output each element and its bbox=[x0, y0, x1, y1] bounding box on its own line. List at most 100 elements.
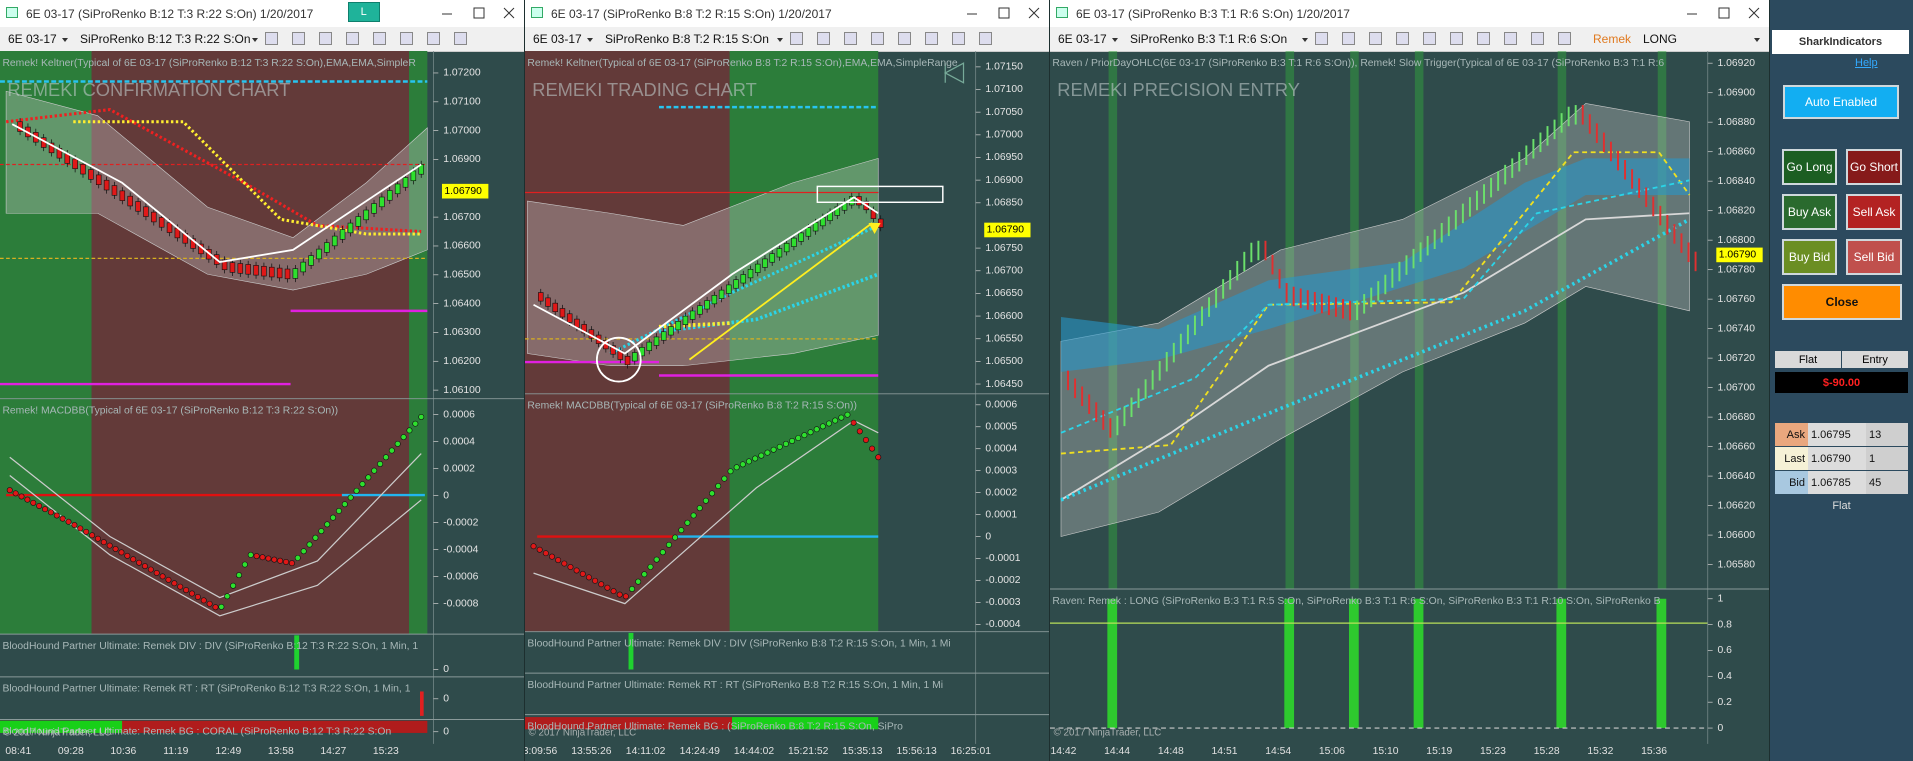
candle bbox=[229, 262, 236, 273]
tool-icon[interactable] bbox=[925, 32, 938, 45]
sell-ask-button[interactable]: Sell Ask bbox=[1846, 194, 1902, 230]
tool-icon[interactable] bbox=[1531, 32, 1544, 45]
candle bbox=[355, 216, 362, 227]
panel-label: BloodHound Partner Ultimate: Remek DIV :… bbox=[527, 639, 950, 650]
candle bbox=[269, 266, 275, 278]
sell-bid-button[interactable]: Sell Bid bbox=[1846, 239, 1902, 275]
candle bbox=[689, 310, 696, 320]
quote-cell: Bid bbox=[1775, 471, 1808, 494]
instrument-select[interactable]: 6E 03-17 bbox=[533, 32, 582, 46]
go-short-button[interactable]: Go Short bbox=[1846, 149, 1902, 185]
tool-icon[interactable] bbox=[817, 32, 830, 45]
close[interactable] bbox=[1748, 7, 1760, 19]
close[interactable] bbox=[1028, 7, 1040, 19]
tool-icon[interactable] bbox=[1504, 32, 1517, 45]
title-bar: 6E 03-17 (SiProRenko B:8 T:2 R:15 S:On) … bbox=[525, 0, 1049, 27]
buy-bid-button[interactable]: Buy Bid bbox=[1782, 239, 1837, 275]
tool-icon[interactable] bbox=[454, 32, 467, 45]
x-tick-label: 08:41 bbox=[5, 746, 31, 757]
x-tick-label: 15:19 bbox=[1426, 746, 1452, 757]
y-tick-label: 1.06600 bbox=[985, 311, 1023, 322]
tool-icon[interactable] bbox=[790, 32, 803, 45]
macd-dot bbox=[819, 423, 826, 430]
position-select[interactable]: LONG bbox=[1643, 32, 1678, 46]
macd-dot bbox=[807, 429, 814, 436]
tool-icon[interactable] bbox=[844, 32, 857, 45]
link-badge[interactable]: L bbox=[347, 2, 380, 22]
instrument-select[interactable]: 6E 03-17 bbox=[1058, 32, 1107, 46]
panel-label: BloodHound Partner Ultimate: Remek RT : … bbox=[527, 680, 943, 691]
tool-icon[interactable] bbox=[319, 32, 332, 45]
bg-strip bbox=[0, 720, 123, 733]
maximize[interactable] bbox=[473, 7, 485, 19]
price-marker: 1.06790 bbox=[1719, 250, 1757, 261]
candle bbox=[733, 279, 739, 289]
macd-dot bbox=[324, 521, 331, 528]
tool-icon[interactable] bbox=[427, 32, 440, 45]
series-select[interactable]: SiProRenko B:12 T:3 R:22 S:On bbox=[80, 32, 251, 46]
macd-dot bbox=[727, 468, 734, 475]
tool-icon[interactable] bbox=[898, 32, 911, 45]
y-tick-label: 0.0004 bbox=[985, 443, 1017, 454]
macd-dot bbox=[400, 434, 407, 441]
series-select[interactable]: SiProRenko B:8 T:2 R:15 S:On bbox=[605, 32, 769, 46]
tool-icon[interactable] bbox=[1369, 32, 1382, 45]
candle bbox=[704, 300, 710, 310]
macd-dot bbox=[118, 549, 125, 556]
candle bbox=[276, 267, 283, 279]
panel-label: Raven / PriorDayOHLC(6E 03-17 (SiProRenk… bbox=[1052, 58, 1664, 69]
tool-icon[interactable] bbox=[1477, 32, 1490, 45]
tool-icon[interactable] bbox=[1450, 32, 1463, 45]
maximize[interactable] bbox=[1718, 7, 1730, 19]
tool-icon[interactable] bbox=[373, 32, 386, 45]
help-link[interactable]: Help bbox=[1855, 57, 1878, 69]
x-tick-label: 14:24:49 bbox=[680, 746, 721, 757]
tool-icon[interactable] bbox=[1423, 32, 1436, 45]
tool-icon[interactable] bbox=[346, 32, 359, 45]
candle bbox=[566, 313, 573, 323]
y-tick-label: 1.06600 bbox=[443, 241, 481, 252]
buy-ask-button[interactable]: Buy Ask bbox=[1782, 194, 1837, 230]
tool-icon[interactable] bbox=[1315, 32, 1328, 45]
macd-dot bbox=[277, 557, 284, 564]
series-select[interactable]: SiProRenko B:3 T:1 R:6 S:On bbox=[1130, 32, 1288, 46]
tool-icon[interactable] bbox=[979, 32, 992, 45]
macd-dot bbox=[89, 532, 96, 539]
macd-dot bbox=[124, 552, 131, 559]
macd-dot bbox=[862, 436, 869, 443]
macd-dot bbox=[53, 512, 60, 519]
candle bbox=[754, 263, 761, 273]
macd-dot bbox=[136, 559, 143, 566]
quote-cell: Last bbox=[1775, 447, 1808, 470]
maximize[interactable] bbox=[998, 7, 1010, 19]
tool-icon[interactable] bbox=[952, 32, 965, 45]
macd-dot bbox=[715, 483, 722, 490]
tool-icon[interactable] bbox=[871, 32, 884, 45]
go-long-button[interactable]: Go Long bbox=[1782, 149, 1837, 185]
close-button[interactable]: Close bbox=[1782, 284, 1902, 320]
x-tick-label: 14:11:02 bbox=[626, 746, 666, 757]
side-panel: SharkIndicators Help Auto Enabled Go Lon… bbox=[1770, 0, 1913, 761]
tool-icon[interactable] bbox=[1558, 32, 1571, 45]
instrument-select[interactable]: 6E 03-17 bbox=[8, 32, 57, 46]
tool-icon[interactable] bbox=[265, 32, 278, 45]
panel-label: Remek! MACDBB(Typical of 6E 03-17 (SiPro… bbox=[527, 401, 856, 412]
close[interactable] bbox=[503, 7, 515, 19]
tool-icon[interactable] bbox=[292, 32, 305, 45]
macd-dot bbox=[236, 572, 242, 579]
macd-dot bbox=[42, 506, 49, 513]
candle bbox=[410, 170, 417, 182]
auto-button[interactable]: Auto Enabled bbox=[1783, 85, 1899, 119]
macd-dot bbox=[194, 593, 201, 600]
highlight-box bbox=[816, 185, 944, 204]
tool-icon[interactable] bbox=[1396, 32, 1409, 45]
candle bbox=[646, 341, 652, 351]
bg-region bbox=[409, 51, 428, 635]
toolbar: 6E 03-17 SiProRenko B:3 T:1 R:6 S:On Remek… bbox=[1050, 27, 1769, 52]
macd-dot bbox=[83, 528, 90, 535]
tool-icon[interactable] bbox=[1342, 32, 1355, 45]
y-tick-label: 1.06860 bbox=[1718, 146, 1756, 157]
candle bbox=[812, 222, 819, 232]
tool-icon[interactable] bbox=[400, 32, 413, 45]
macd-dot bbox=[353, 487, 360, 494]
